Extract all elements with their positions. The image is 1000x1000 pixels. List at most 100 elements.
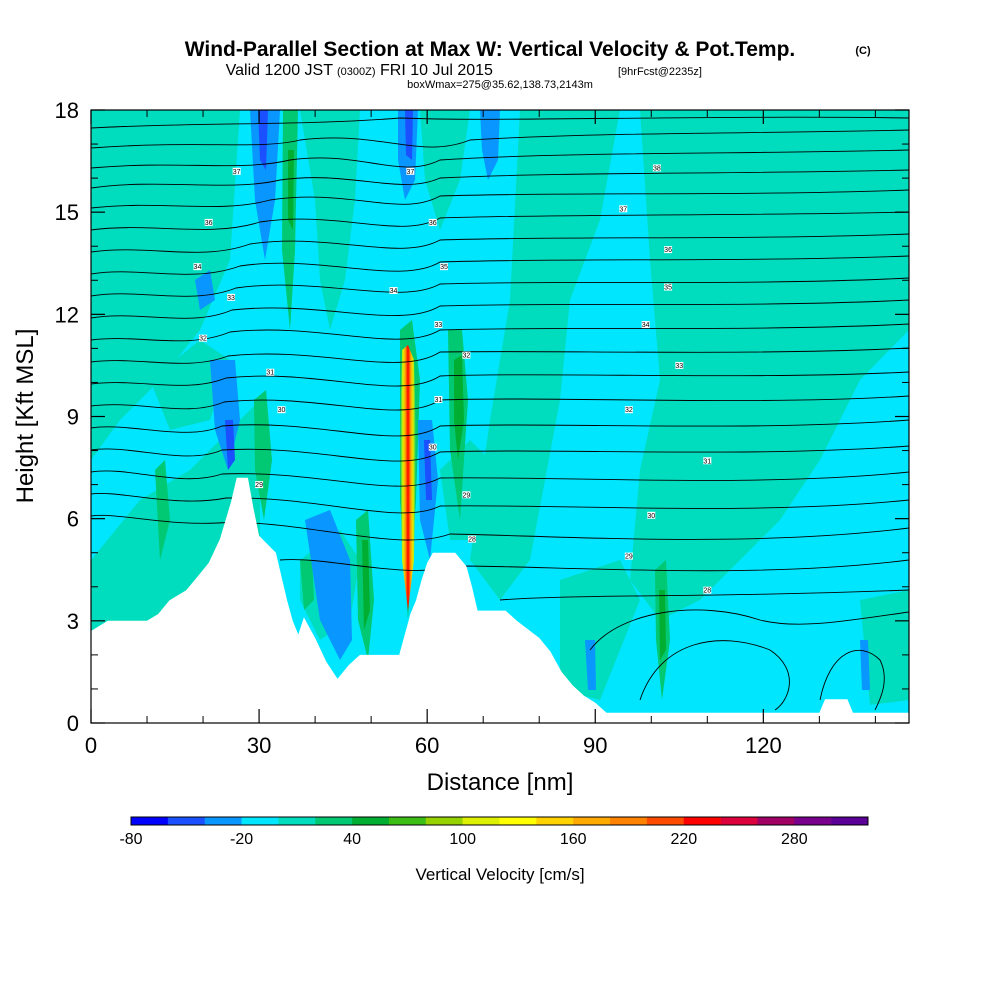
contour-label-bg [193,263,202,271]
contour-labels: 37 36 34 33 32 31 30 29 37 36 35 34 33 32 31 30 29 28 38 37… [193,164,712,595]
colorbar-segment [646,817,685,825]
colorbar-segment [720,817,758,825]
strong-downdraft-regions [225,110,432,500]
chart-title: Wind-Parallel Section at Max W: Vertical… [185,38,796,61]
colorbar-tick-label: 220 [670,831,697,848]
colorbar-segment [794,817,832,825]
contour-label: 33 [434,322,442,329]
y-tick-label: 0 [67,711,79,736]
contour-label: 34 [194,264,202,271]
y-tick-label: 15 [55,200,79,225]
contour-label-bg [232,167,241,175]
contour-label-bg [462,491,471,499]
max-updraft-core [400,345,416,610]
colorbar-segment [683,817,721,825]
contour-label: 37 [406,169,414,176]
x-axis-ticks: 0 30 60 90 120 [85,110,876,758]
y-tick-label: 18 [55,98,79,123]
x-axis-label: Distance [nm] [427,769,574,796]
colorbar-segment [536,817,574,825]
colorbar-segment [757,817,795,825]
plot-area [91,110,909,723]
colorbar-tick-label: 40 [343,831,361,848]
box-info-label: boxWmax=275@35.62,138.73,2143m [407,79,593,91]
contour-label-bg [664,246,673,254]
colorbar-label: Vertical Velocity [cm/s] [415,865,584,884]
contour-label: 38 [653,165,661,172]
colorbar-tick-label: -20 [230,831,253,848]
contour-label: 34 [390,288,398,295]
colorbar-tick-label: 100 [449,831,476,848]
x-tick-label: 60 [415,733,439,758]
contour-label: 31 [266,370,274,377]
contour-label-bg [439,263,448,271]
contour-label: 29 [462,492,470,499]
contour-label: 35 [664,285,672,292]
y-tick-label: 3 [67,609,79,634]
pot-temp-contours [91,116,909,711]
y-axis-label: Height [Kft MSL] [12,329,39,504]
contour-label-bg [266,368,275,376]
contour-label: 31 [434,397,442,404]
y-tick-label: 6 [67,507,79,532]
contour-label-bg [624,406,633,414]
contour-label: 33 [227,295,235,302]
colorbar-segment [388,817,427,825]
colorbar-tick-label: 160 [560,831,587,848]
contour-label: 28 [468,537,476,544]
colorbar-segment [499,817,537,825]
x-tick-label: 120 [745,733,782,758]
contour-label-bg [277,406,286,414]
contour-label-bg [703,586,712,594]
contour-label: 31 [703,458,711,465]
colorbar-tick-label: 280 [781,831,808,848]
contour-label-bg [641,321,650,329]
contour-label: 33 [675,363,683,370]
colorbar-segment [167,817,205,825]
contour-label-bg [255,481,264,489]
strong-updraft-regions [288,150,666,660]
colorbar-segment [352,817,390,825]
contour-label: 36 [664,247,672,254]
colorbar-segment [573,817,611,825]
valid-date-label: FRI 10 Jul 2015 [380,62,493,79]
y-tick-label: 9 [67,405,79,430]
contour-label: 35 [440,264,448,271]
contour-label: 29 [625,554,633,561]
x-tick-label: 30 [247,733,271,758]
contour-label: 32 [462,353,470,360]
contour-label-bg [227,293,236,301]
valid-utc-label: (0300Z) [337,66,376,78]
colorbar-segment [425,817,463,825]
valid-time-label: Valid 1200 JST [226,62,334,79]
colorbar-segment [831,817,869,825]
contour-label-bg [652,164,661,172]
contour-label: 34 [642,322,650,329]
contour-label-bg [619,205,628,213]
contour-label-bg [462,351,471,359]
colorbar [130,816,869,826]
contour-label-bg [467,535,476,543]
colorbar-segment [131,817,169,825]
contour-label-bg [703,457,712,465]
contour-label-bg [204,218,213,226]
colorbar-tick-labels: -80 -20 40 100 160 220 280 [119,831,807,848]
contour-label: 37 [233,169,241,176]
contour-label-bg [434,395,443,403]
contour-label: 37 [619,206,627,213]
contour-label-bg [675,361,684,369]
colorbar-segment [462,817,500,825]
colorbar-segment [204,817,242,825]
y-tick-label: 12 [55,302,79,327]
colorbar-frame [130,816,869,826]
contour-label: 28 [703,588,711,595]
forecast-label: [9hrFcst@2235z] [618,66,702,78]
colorbar-tick-label: -80 [119,831,142,848]
contour-label-bg [428,443,437,451]
colorbar-segment [315,817,353,825]
contour-label-bg [434,321,443,329]
contour-label: 29 [255,482,263,489]
x-tick-label: 90 [583,733,607,758]
